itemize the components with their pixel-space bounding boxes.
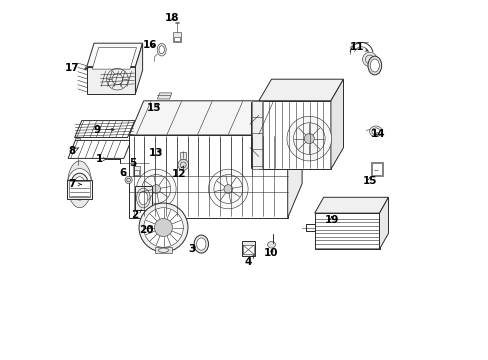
Text: 14: 14: [369, 129, 384, 139]
Circle shape: [139, 203, 187, 252]
Ellipse shape: [157, 43, 166, 56]
Text: 1: 1: [96, 154, 106, 164]
Bar: [155, 247, 171, 253]
Circle shape: [286, 116, 331, 161]
Text: 17: 17: [64, 63, 88, 73]
Circle shape: [152, 185, 160, 193]
Text: 19: 19: [324, 215, 338, 225]
Ellipse shape: [74, 177, 85, 192]
Text: 6: 6: [119, 168, 126, 178]
Circle shape: [143, 208, 183, 247]
Text: 5: 5: [129, 158, 136, 168]
Bar: [69, 181, 90, 197]
Text: 13: 13: [149, 148, 163, 158]
Ellipse shape: [67, 168, 91, 200]
Polygon shape: [287, 101, 302, 218]
Polygon shape: [135, 43, 142, 94]
Bar: [371, 163, 381, 175]
Ellipse shape: [196, 238, 205, 250]
Circle shape: [136, 169, 176, 209]
Text: 16: 16: [142, 40, 157, 50]
Ellipse shape: [136, 188, 150, 208]
Ellipse shape: [139, 191, 147, 205]
Ellipse shape: [71, 173, 88, 195]
Circle shape: [304, 134, 314, 144]
Polygon shape: [251, 101, 262, 169]
Text: 10: 10: [264, 248, 278, 258]
Ellipse shape: [367, 56, 381, 75]
Circle shape: [125, 176, 132, 184]
Text: 12: 12: [171, 166, 186, 179]
Bar: [243, 245, 253, 254]
Text: 18: 18: [164, 13, 179, 23]
Polygon shape: [68, 140, 131, 158]
Text: 3: 3: [188, 244, 196, 254]
Text: 9: 9: [93, 125, 114, 135]
Text: 8: 8: [69, 146, 79, 156]
Bar: [134, 186, 152, 210]
Polygon shape: [314, 213, 379, 249]
Polygon shape: [157, 93, 171, 99]
Circle shape: [154, 219, 172, 237]
Ellipse shape: [371, 128, 379, 135]
Polygon shape: [258, 79, 343, 101]
Ellipse shape: [267, 242, 275, 248]
Text: 15: 15: [146, 103, 161, 113]
Text: 20: 20: [139, 225, 154, 235]
Ellipse shape: [67, 161, 91, 208]
Polygon shape: [330, 79, 343, 169]
Bar: [134, 170, 139, 175]
Ellipse shape: [369, 59, 379, 72]
Bar: [180, 152, 186, 159]
Bar: [174, 37, 180, 41]
Polygon shape: [129, 101, 302, 135]
Ellipse shape: [159, 46, 164, 54]
Bar: [67, 180, 92, 199]
Polygon shape: [314, 197, 387, 213]
Bar: [370, 162, 382, 176]
Text: 2: 2: [131, 210, 141, 220]
Bar: [173, 32, 181, 42]
Polygon shape: [87, 67, 135, 94]
Polygon shape: [258, 101, 330, 169]
Bar: [133, 166, 140, 176]
Text: 15: 15: [362, 176, 376, 186]
Ellipse shape: [158, 248, 168, 252]
Bar: [75, 138, 80, 141]
Text: 7: 7: [68, 179, 81, 189]
Circle shape: [178, 159, 188, 170]
Circle shape: [224, 185, 232, 193]
Polygon shape: [87, 43, 142, 67]
Ellipse shape: [194, 235, 208, 253]
Polygon shape: [129, 135, 287, 218]
Circle shape: [208, 169, 247, 209]
Circle shape: [362, 52, 376, 67]
Ellipse shape: [369, 126, 382, 137]
Polygon shape: [75, 121, 134, 138]
Polygon shape: [92, 48, 136, 69]
Text: 11: 11: [349, 42, 367, 52]
Polygon shape: [379, 197, 387, 249]
Text: 4: 4: [244, 255, 254, 267]
Bar: [241, 241, 255, 256]
